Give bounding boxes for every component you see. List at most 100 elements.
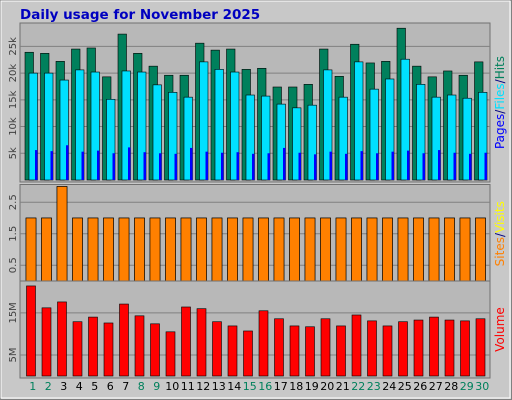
x-tick-label: 8 xyxy=(138,380,145,393)
bar xyxy=(26,285,36,377)
bar xyxy=(447,94,457,181)
bar xyxy=(298,152,301,180)
bar xyxy=(459,217,471,282)
bar xyxy=(174,153,177,180)
bar xyxy=(453,152,456,180)
bar xyxy=(81,151,84,180)
bar xyxy=(242,217,254,282)
legend-entry: Volume xyxy=(493,307,507,352)
y-tick-label: 10k xyxy=(8,117,19,136)
bar xyxy=(211,217,223,282)
bar xyxy=(438,150,441,180)
bar xyxy=(258,217,269,282)
x-tick-label: 2 xyxy=(45,380,52,393)
bar xyxy=(335,217,347,282)
x-tick-label: 30 xyxy=(475,380,489,393)
bar xyxy=(391,151,394,180)
bar xyxy=(119,303,129,377)
bar xyxy=(307,104,317,181)
bar xyxy=(143,152,146,180)
bar xyxy=(329,151,332,180)
x-tick-label: 10 xyxy=(165,380,179,393)
bar xyxy=(149,217,161,282)
bar xyxy=(165,331,176,377)
bar xyxy=(112,153,115,180)
bar xyxy=(230,71,240,181)
bar xyxy=(35,150,38,180)
bar xyxy=(320,217,331,282)
x-tick-label: 14 xyxy=(227,380,241,393)
bar xyxy=(305,326,315,377)
x-tick-label: 20 xyxy=(320,380,334,393)
bar xyxy=(137,71,147,181)
x-tick-label: 4 xyxy=(76,380,83,393)
x-tick-label: 22 xyxy=(351,380,365,393)
bar xyxy=(351,217,362,282)
bar xyxy=(236,152,239,180)
bar xyxy=(382,217,393,282)
bar xyxy=(196,217,207,282)
bar xyxy=(475,217,486,282)
x-tick-label: 21 xyxy=(336,380,350,393)
bar xyxy=(289,217,300,282)
bar xyxy=(360,151,363,180)
bar xyxy=(314,154,317,180)
bar xyxy=(413,319,424,377)
bar xyxy=(150,323,160,377)
bar xyxy=(258,310,269,377)
x-tick-label: 3 xyxy=(60,380,67,393)
legend: Volume xyxy=(493,307,507,352)
bar xyxy=(478,92,488,181)
bar xyxy=(97,150,100,180)
bar xyxy=(385,78,395,181)
bar xyxy=(428,217,440,282)
bar xyxy=(190,147,193,180)
bar xyxy=(199,61,209,181)
bar xyxy=(50,151,53,180)
x-tick-label: 23 xyxy=(367,380,381,393)
bar xyxy=(57,301,67,377)
bar xyxy=(134,217,145,282)
bar xyxy=(44,72,54,181)
bar xyxy=(88,316,98,377)
y-tick-label: 25k xyxy=(8,37,19,56)
bar xyxy=(180,217,192,282)
legend-separator: / xyxy=(493,232,507,237)
bar xyxy=(273,217,285,282)
bar xyxy=(484,152,487,180)
y-tick-label: 0.5 xyxy=(8,257,19,273)
bar xyxy=(245,94,255,181)
bar xyxy=(283,147,286,180)
bar xyxy=(72,217,83,282)
bar xyxy=(25,217,37,282)
y-tick-label: 5M xyxy=(8,347,19,362)
bar xyxy=(274,318,284,377)
bar xyxy=(416,84,426,181)
bar xyxy=(376,153,379,180)
x-tick-label: 24 xyxy=(382,380,396,393)
y-tick-label: 15M xyxy=(8,302,19,323)
bar xyxy=(354,61,364,181)
bar xyxy=(103,217,114,282)
x-tick-label: 17 xyxy=(274,380,288,393)
bar xyxy=(87,217,99,282)
bar xyxy=(72,321,83,377)
bar xyxy=(261,95,271,181)
x-tick-label: 5 xyxy=(91,380,98,393)
bar xyxy=(462,97,472,181)
bar xyxy=(413,217,424,282)
bar xyxy=(345,153,348,180)
legend-entry: Files xyxy=(493,83,507,109)
bar xyxy=(336,325,346,377)
legend: Sites/Visits xyxy=(493,201,507,266)
legend-entry: Sites xyxy=(493,237,507,266)
x-tick-label: 13 xyxy=(212,380,226,393)
bar xyxy=(397,217,409,282)
bar xyxy=(121,70,131,181)
bar xyxy=(118,217,130,282)
y-tick-label: 2.5 xyxy=(8,194,19,210)
x-tick-label: 26 xyxy=(413,380,427,393)
x-tick-label: 29 xyxy=(460,380,474,393)
x-tick-label: 25 xyxy=(398,380,412,393)
